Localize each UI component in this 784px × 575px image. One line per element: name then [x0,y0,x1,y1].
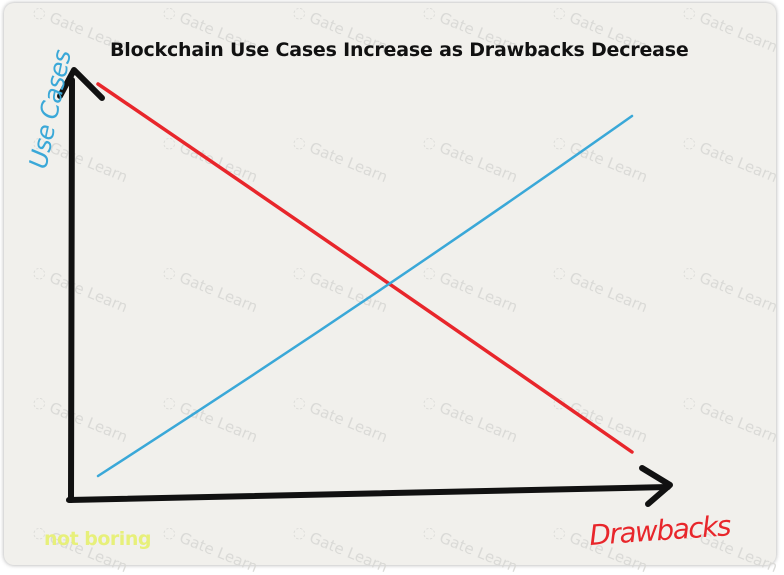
x-axis-arrowhead [639,465,673,507]
chart-title: Blockchain Use Cases Increase as Drawbac… [110,39,689,61]
brand-logo: not boring [44,528,151,550]
series-line-blue [96,114,634,478]
series-line-red [96,82,634,454]
x-axis [66,484,671,503]
y-axis-arrowhead [57,67,105,101]
y-axis [68,77,75,503]
x-axis-label: Drawbacks [588,509,732,552]
series-layer [96,82,634,478]
